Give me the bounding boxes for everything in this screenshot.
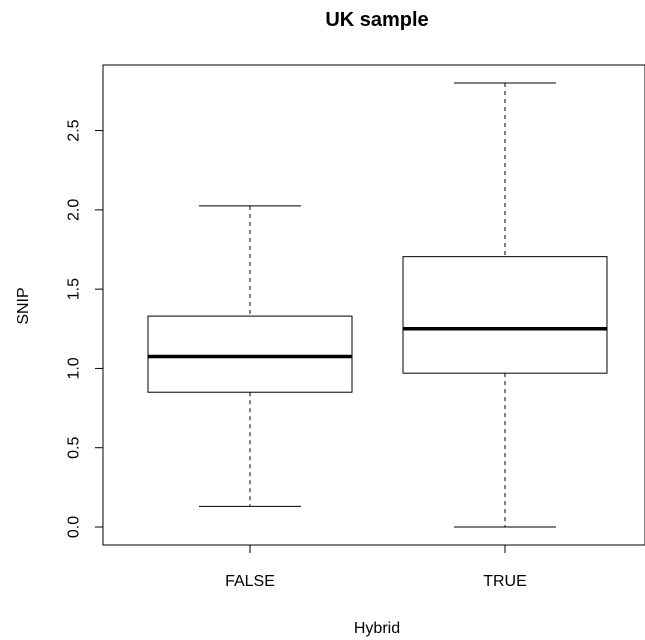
y-tick-label: 2.5 <box>66 119 83 141</box>
x-axis: FALSE TRUE <box>225 545 527 590</box>
x-axis-label: Hybrid <box>354 620 400 637</box>
y-axis: 0.0 0.5 1.0 1.5 2.0 2.5 <box>66 119 104 538</box>
y-axis-label: SNIP <box>15 287 32 324</box>
iqr-box <box>147 315 353 393</box>
box-true <box>402 82 608 528</box>
iqr-box <box>402 256 608 374</box>
y-tick-label: 1.0 <box>66 357 83 379</box>
boxes-group <box>147 82 608 528</box>
y-tick-label: 0.0 <box>66 516 83 538</box>
box-false <box>147 205 353 507</box>
x-tick-label: FALSE <box>225 573 275 590</box>
x-tick-label: TRUE <box>483 573 527 590</box>
chart-title: UK sample <box>325 9 428 31</box>
y-tick-label: 0.5 <box>66 436 83 458</box>
y-tick-label: 1.5 <box>66 278 83 300</box>
y-tick-label: 2.0 <box>66 199 83 221</box>
